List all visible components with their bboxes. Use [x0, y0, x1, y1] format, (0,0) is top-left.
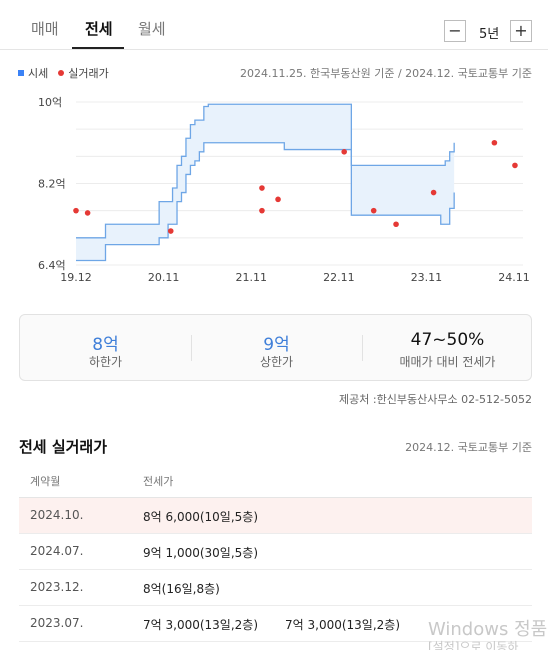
table-row[interactable]: 2024.10. 8억 6,000(10일,5층) — [19, 498, 532, 534]
actual-price-point — [167, 228, 174, 234]
x-tick-label: 19.12 — [60, 271, 92, 284]
period-selector: − 5년 + — [444, 20, 534, 44]
x-tick-label: 22.11 — [323, 271, 355, 284]
summary-lower-label: 하한가 — [88, 355, 123, 369]
summary-lower-value: 8억 — [92, 335, 119, 355]
x-tick-label: 24.11 — [498, 271, 530, 284]
actual-price-legend-icon — [58, 70, 65, 76]
provider-info: 제공처 :한신부동산사무소 02-512-5052 — [339, 393, 532, 406]
table-header: 계약월 전세가 — [19, 462, 532, 498]
lower-price-line — [76, 142, 455, 262]
table-row[interactable]: 2023.07. 7억 3,000(13일,2층) 7억 3,000(13일,2… — [19, 606, 532, 642]
upper-price-line — [76, 103, 455, 239]
actual-price-point — [370, 207, 377, 214]
row-month: 2023.07. — [30, 616, 84, 630]
y-tick-label: 8.2억 — [38, 178, 66, 191]
y-tick-label: 10억 — [38, 96, 62, 109]
transaction-table: 계약월 전세가 2024.10. 8억 6,000(10일,5층) 2024.0… — [19, 462, 532, 642]
price-band-area — [76, 104, 455, 261]
summary-ratio: 47~50% 매매가 대비 전세가 — [362, 315, 533, 382]
section-source: 2024.12. 국토교통부 기준 — [405, 441, 532, 454]
header-contract-month: 계약월 — [30, 475, 61, 488]
summary-upper-price: 9억 상한가 — [191, 315, 362, 382]
summary-divider — [191, 335, 192, 361]
section-title: 전세 실거래가 — [19, 438, 108, 456]
y-tick-label: 6.4억 — [38, 259, 66, 272]
chart-legend: 시세 실거래가 — [18, 65, 109, 81]
windows-activation-watermark: Windows 정품 — [428, 619, 548, 640]
x-tick-label: 20.11 — [148, 271, 180, 284]
summary-ratio-label: 매매가 대비 전세가 — [399, 355, 496, 369]
row-month: 2023.12. — [30, 580, 84, 594]
header-jeonse-price: 전세가 — [143, 475, 174, 488]
windows-activation-watermark-sub: [설정]으로 이동하 — [428, 640, 519, 650]
summary-upper-value: 9억 — [263, 335, 290, 355]
actual-price-point — [393, 221, 399, 228]
period-increase-button[interactable]: + — [510, 20, 532, 42]
actual-price-point — [341, 149, 348, 155]
period-value: 5년 — [479, 27, 500, 42]
tab-monthly-rent[interactable]: 월세 — [138, 20, 166, 38]
row-price: 9억 1,000(30일,5층) — [143, 546, 259, 560]
row-price: 8억 6,000(10일,5층) — [143, 510, 259, 524]
table-row[interactable]: 2023.12. 8억(16일,8층) — [19, 570, 532, 606]
actual-price-point — [491, 139, 498, 146]
legend-market-label: 시세 — [28, 67, 49, 80]
tab-bar: 매매 전세 월세 − 5년 + — [0, 0, 548, 50]
row-month: 2024.07. — [30, 544, 84, 558]
actual-price-point — [73, 207, 79, 214]
actual-price-point — [275, 196, 281, 203]
x-tick-label: 23.11 — [411, 271, 443, 284]
summary-upper-label: 상한가 — [259, 355, 294, 369]
market-price-legend-icon — [18, 70, 24, 76]
tab-jeonse[interactable]: 전세 — [85, 20, 113, 38]
summary-lower-price: 8억 하한가 — [20, 315, 191, 382]
summary-divider — [362, 335, 363, 361]
row-month: 2024.10. — [30, 508, 84, 522]
actual-price-point — [259, 207, 265, 214]
active-tab-underline — [72, 47, 124, 49]
row-price: 8억(16일,8층) — [143, 582, 220, 596]
period-decrease-button[interactable]: − — [444, 20, 466, 42]
actual-price-point — [84, 210, 91, 216]
summary-ratio-value: 47~50% — [410, 330, 485, 350]
price-chart[interactable]: 10억 8.2억 6.4억 19.12 20.11 21.11 22.11 23.11 24.1… — [0, 85, 548, 285]
table-row[interactable]: 2024.07. 9억 1,000(30일,5층) — [19, 534, 532, 570]
x-tick-label: 21.11 — [235, 271, 267, 284]
legend-actual-label: 실거래가 — [68, 67, 109, 80]
actual-price-point — [430, 189, 437, 196]
row-price: 7억 3,000(13일,2층) — [143, 618, 259, 632]
chart-source-note: 2024.11.25. 한국부동산원 기준 / 2024.12. 국토교통부 기… — [240, 67, 532, 80]
row-price-secondary: 7억 3,000(13일,2층) — [285, 618, 401, 632]
price-summary-box: 8억 하한가 9억 상한가 47~50% 매매가 대비 전세가 — [19, 314, 532, 381]
actual-price-point — [259, 185, 265, 191]
tab-sale[interactable]: 매매 — [31, 20, 59, 38]
actual-price-point — [512, 162, 518, 169]
